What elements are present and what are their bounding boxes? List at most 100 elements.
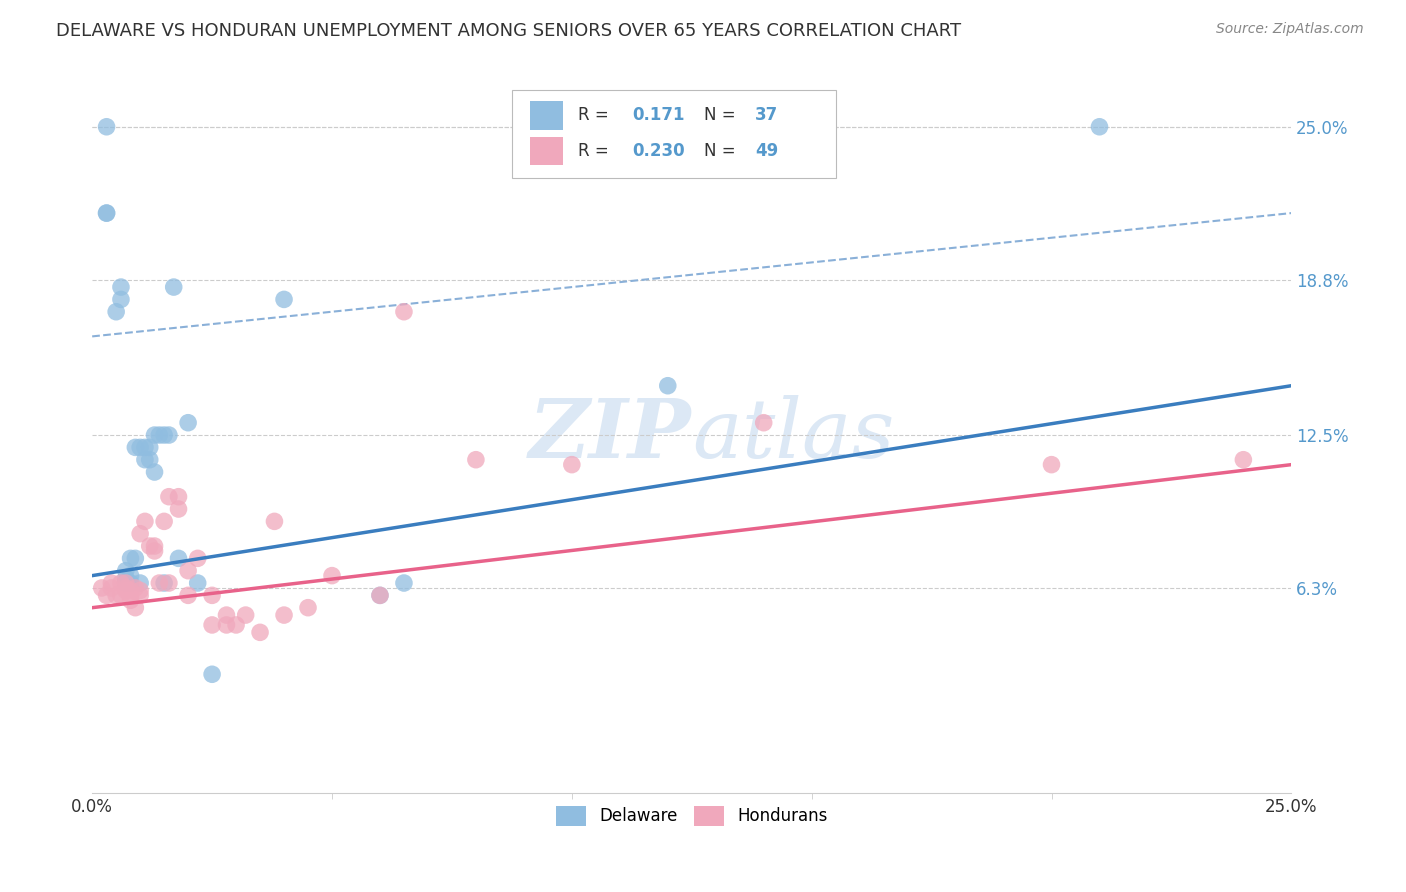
Legend: Delaware, Hondurans: Delaware, Hondurans <box>547 797 837 834</box>
Point <box>110 293 132 307</box>
Text: DELAWARE VS HONDURAN UNEMPLOYMENT AMONG SENIORS OVER 65 YEARS CORRELATION CHART: DELAWARE VS HONDURAN UNEMPLOYMENT AMONG … <box>56 22 962 40</box>
Point <box>96 206 118 220</box>
Point <box>143 428 166 442</box>
Point <box>138 539 160 553</box>
Point <box>120 576 142 591</box>
Text: 49: 49 <box>755 142 779 160</box>
Point <box>177 564 200 578</box>
Point <box>263 514 285 528</box>
Point <box>201 618 224 632</box>
Point <box>163 280 186 294</box>
Point <box>134 452 156 467</box>
Point <box>167 490 190 504</box>
Point <box>100 581 122 595</box>
Point <box>1040 458 1063 472</box>
Point <box>657 378 679 392</box>
Point <box>129 526 152 541</box>
Point <box>143 539 166 553</box>
Point <box>124 441 146 455</box>
Point <box>321 568 343 582</box>
Point <box>157 576 180 591</box>
FancyBboxPatch shape <box>512 90 835 178</box>
Point <box>114 576 136 591</box>
Text: ZIP: ZIP <box>529 395 692 475</box>
Point <box>177 416 200 430</box>
Point <box>187 576 209 591</box>
Point <box>167 551 190 566</box>
Point <box>138 452 160 467</box>
Point <box>120 588 142 602</box>
Text: Source: ZipAtlas.com: Source: ZipAtlas.com <box>1216 22 1364 37</box>
Text: N =: N = <box>704 106 735 124</box>
Point <box>561 458 583 472</box>
Point <box>157 490 180 504</box>
Point <box>114 576 136 591</box>
Text: N =: N = <box>704 142 735 160</box>
Point <box>110 280 132 294</box>
Point <box>464 452 486 467</box>
Point <box>138 441 160 455</box>
Text: R =: R = <box>578 142 609 160</box>
Point <box>215 608 238 623</box>
Point <box>96 588 118 602</box>
Point <box>120 551 142 566</box>
Point <box>273 293 295 307</box>
Text: 0.171: 0.171 <box>631 106 685 124</box>
Point <box>148 576 170 591</box>
Point <box>90 581 112 595</box>
Point <box>153 428 176 442</box>
Point <box>1232 452 1254 467</box>
Point <box>124 600 146 615</box>
Bar <box>530 136 564 165</box>
Point <box>110 588 132 602</box>
Point <box>129 583 152 598</box>
Text: atlas: atlas <box>692 395 894 475</box>
Point <box>114 571 136 585</box>
Point <box>297 600 319 615</box>
Point <box>273 608 295 623</box>
Point <box>124 551 146 566</box>
Point <box>153 576 176 591</box>
Point <box>752 416 775 430</box>
Point <box>148 428 170 442</box>
Point <box>187 551 209 566</box>
Point <box>368 588 391 602</box>
Point <box>1088 120 1111 134</box>
Text: R =: R = <box>578 106 609 124</box>
Point <box>392 576 415 591</box>
Bar <box>530 101 564 129</box>
Point <box>120 568 142 582</box>
Point <box>143 465 166 479</box>
Text: 37: 37 <box>755 106 779 124</box>
Point <box>96 120 118 134</box>
Point <box>110 576 132 591</box>
Point <box>392 304 415 318</box>
Point <box>114 583 136 598</box>
Point <box>143 544 166 558</box>
Point <box>368 588 391 602</box>
Point <box>167 502 190 516</box>
Point <box>124 581 146 595</box>
Point <box>177 588 200 602</box>
Point <box>157 428 180 442</box>
Point <box>129 588 152 602</box>
Point <box>153 514 176 528</box>
Point <box>249 625 271 640</box>
Point <box>114 576 136 591</box>
Point <box>134 514 156 528</box>
Point <box>201 667 224 681</box>
Point <box>225 618 247 632</box>
Point <box>201 588 224 602</box>
Point <box>105 588 128 602</box>
Point <box>120 583 142 598</box>
Point <box>129 576 152 591</box>
Point <box>105 304 128 318</box>
Point <box>100 576 122 591</box>
Point <box>114 581 136 595</box>
Point <box>129 441 152 455</box>
Point <box>235 608 257 623</box>
Text: 0.230: 0.230 <box>631 142 685 160</box>
Point <box>134 441 156 455</box>
Point <box>114 564 136 578</box>
Point <box>96 206 118 220</box>
